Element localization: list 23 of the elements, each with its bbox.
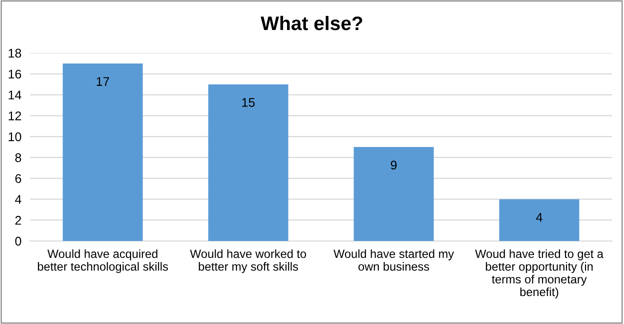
bar	[62, 63, 143, 241]
y-tick-label: 4	[15, 195, 22, 204]
y-tick-label: 0	[15, 236, 22, 246]
x-tick-label: Would have worked to better my soft skills	[190, 249, 306, 274]
x-tick-label: Woud have tried to get a better opportunity (in terms of monetary benefit)	[475, 249, 604, 298]
data-label: 15	[242, 98, 255, 107]
bar	[208, 84, 288, 241]
data-label: 9	[390, 160, 397, 170]
bar	[354, 147, 434, 241]
x-tick-label: Would have started my own business	[334, 249, 454, 271]
y-tick-label: 8	[15, 153, 22, 162]
chart-title: What else?	[260, 16, 362, 30]
bar	[499, 199, 580, 241]
y-tick-label: 2	[15, 216, 22, 225]
y-tick-label: 18	[8, 48, 22, 58]
data-label: 17	[96, 77, 110, 86]
y-tick-label: 14	[8, 90, 22, 100]
y-tick-label: 10	[8, 132, 22, 142]
x-tick-label: Would have acquired better technological skills	[38, 249, 168, 274]
data-label: 4	[536, 213, 542, 222]
y-tick-label: 16	[8, 70, 22, 79]
y-tick-label: 12	[8, 111, 22, 120]
y-tick-label: 6	[15, 174, 22, 183]
